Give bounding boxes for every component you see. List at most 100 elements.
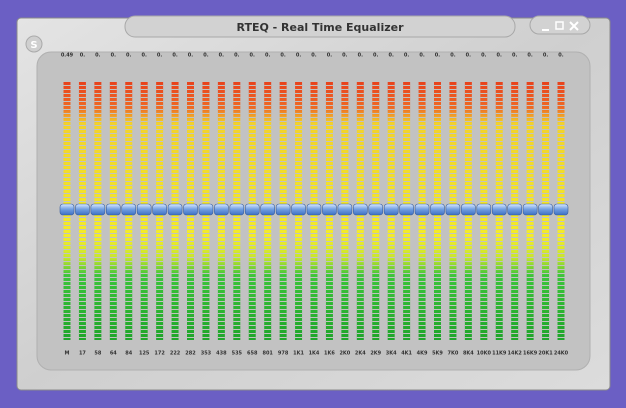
slider-knob[interactable]	[353, 203, 368, 216]
slider-knob[interactable]	[75, 203, 90, 216]
window-title: RTEQ - Real Time Equalizer	[236, 21, 404, 34]
band-label: M	[65, 351, 70, 357]
slider-knob[interactable]	[306, 203, 322, 216]
band-label: 8K4	[463, 351, 474, 357]
slider-knob[interactable]	[414, 203, 430, 216]
slider-knob[interactable]	[121, 203, 137, 216]
band-value: 0.	[172, 53, 177, 59]
maximize-button[interactable]	[555, 21, 564, 30]
slider-knob[interactable]	[214, 203, 229, 216]
band-value: 0.49	[61, 53, 74, 59]
slider-knob[interactable]	[383, 203, 399, 216]
band-label: 5K9	[432, 351, 443, 357]
band-label: 84	[125, 351, 132, 357]
band-label: 978	[278, 351, 289, 357]
band-label: 125	[139, 351, 150, 357]
slider-knob[interactable]	[461, 203, 476, 216]
band-label: 353	[201, 351, 212, 357]
slider-knob[interactable]	[244, 203, 260, 216]
band-label: 4K9	[417, 351, 428, 357]
slider-knob[interactable]	[198, 203, 214, 216]
band-value: 0.	[466, 53, 471, 59]
band-value: 0.	[111, 53, 116, 59]
slider-knob[interactable]	[59, 203, 75, 216]
slider-knob[interactable]	[152, 203, 167, 216]
band-label: 2K9	[370, 351, 381, 357]
band-label: 16K9	[523, 351, 538, 357]
band-label: 2K0	[339, 351, 350, 357]
band-label: 172	[154, 351, 165, 357]
band-label: 801	[262, 351, 273, 357]
band-value: 0.	[126, 53, 131, 59]
slider-knob[interactable]	[445, 203, 461, 216]
band-value: 0.	[497, 53, 502, 59]
band-value: 0.	[342, 53, 347, 59]
band-value: 0.	[80, 53, 85, 59]
slider-knob[interactable]	[136, 203, 152, 216]
band-label: 17	[79, 351, 86, 357]
band-value: 0.	[280, 53, 285, 59]
band-value: 0.	[558, 53, 563, 59]
slider-knob[interactable]	[522, 203, 538, 216]
band-value: 0.	[95, 53, 100, 59]
band-label: 3K4	[386, 351, 397, 357]
band-label: 11K9	[492, 351, 507, 357]
band-value: 0.	[219, 53, 224, 59]
band-value: 0.	[157, 53, 162, 59]
band-label: 535	[232, 351, 243, 357]
band-value: 0.	[512, 53, 517, 59]
band-value: 0.	[358, 53, 363, 59]
slider-knob[interactable]	[229, 203, 245, 216]
slider-knob[interactable]	[322, 203, 337, 216]
band-value: 0.	[419, 53, 424, 59]
band-value: 0.	[388, 53, 393, 59]
slider-knob[interactable]	[260, 203, 275, 216]
slider-knob[interactable]	[491, 203, 507, 216]
band-value: 0.	[543, 53, 548, 59]
slider-knob[interactable]	[476, 203, 492, 216]
band-value: 0.	[327, 53, 332, 59]
s-button[interactable]	[25, 35, 43, 53]
band-value: 0.	[203, 53, 208, 59]
slider-knob[interactable]	[368, 203, 384, 216]
band-label: 222	[170, 351, 181, 357]
slider-knob[interactable]	[90, 203, 106, 216]
slider-knob[interactable]	[291, 203, 306, 216]
slider-knob[interactable]	[337, 203, 353, 216]
band-value: 0.	[527, 53, 532, 59]
slider-knob[interactable]	[538, 203, 553, 216]
band-value: 0.	[265, 53, 270, 59]
slider-knob[interactable]	[275, 203, 291, 216]
slider-knob[interactable]	[183, 203, 198, 216]
band-value: 0.	[234, 53, 239, 59]
slider-knob[interactable]	[106, 203, 121, 216]
band-label: 64	[110, 351, 117, 357]
band-label: 1K6	[324, 351, 335, 357]
band-value: 0.	[296, 53, 301, 59]
band-label: 10K0	[477, 351, 492, 357]
band-label: 4K1	[401, 351, 412, 357]
band-label: 14K2	[508, 351, 523, 357]
band-value: 0.	[188, 53, 193, 59]
band-value: 0.	[141, 53, 146, 59]
band-value: 0.	[450, 53, 455, 59]
slider-knob[interactable]	[553, 203, 569, 216]
slider-knob[interactable]	[167, 203, 183, 216]
window-controls	[529, 15, 591, 35]
slider-knob[interactable]	[507, 203, 522, 216]
band-value: 0.	[435, 53, 440, 59]
band-label: 438	[216, 351, 227, 357]
band-value: 0.	[311, 53, 316, 59]
band-label: 1K4	[309, 351, 320, 357]
slider-knob[interactable]	[430, 203, 445, 216]
band-label: 658	[247, 351, 258, 357]
band-label: 2K4	[355, 351, 366, 357]
band-label: 20K1	[538, 351, 553, 357]
close-button[interactable]	[569, 21, 579, 31]
band-value: 0.	[404, 53, 409, 59]
slider-knob[interactable]	[399, 203, 414, 216]
title-bar	[124, 15, 516, 38]
s-button-label: S	[30, 40, 37, 51]
band-label: 58	[94, 351, 101, 357]
band-label: 282	[185, 351, 196, 357]
